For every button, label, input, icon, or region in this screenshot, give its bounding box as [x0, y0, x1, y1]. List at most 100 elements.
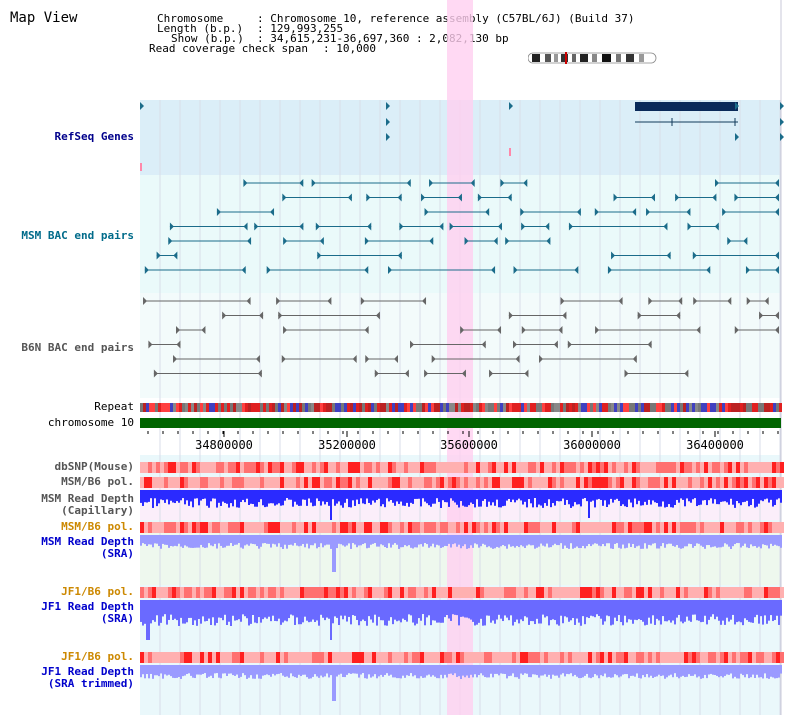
- msm-b6-pol2-strip: [144, 522, 148, 533]
- msm-b6-pol2-strip: [244, 522, 248, 533]
- jf1-b6-pol-strip: [688, 587, 692, 598]
- msm-sra-depth-bar: [256, 535, 258, 547]
- msm-b6-pol-strip: [408, 477, 412, 488]
- jf1-trim-depth-bar: [312, 665, 314, 677]
- chromosome-ideogram[interactable]: [528, 52, 658, 64]
- repeat-segment: [644, 403, 647, 412]
- repeat-segment: [347, 403, 350, 412]
- b6n-bac-end: [512, 340, 517, 349]
- msm-b6-pol2-strip: [768, 522, 772, 533]
- jf1-b6-pol-strip: [372, 587, 376, 598]
- jf1-trim-depth-bar: [494, 665, 496, 674]
- jf1-trim-depth-bar: [240, 665, 242, 677]
- jf1-b6-pol2-strip: [428, 652, 432, 663]
- msm-capillary-depth-bar: [294, 490, 296, 502]
- jf1-trim-depth-bar: [692, 665, 694, 676]
- msm-b6-pol-strip: [500, 477, 504, 488]
- track-label-dbsnp[interactable]: dbSNP(Mouse): [54, 460, 134, 473]
- msm-b6-pol2-strip: [624, 522, 628, 533]
- track-label-msm-b6-pol-2[interactable]: MSM/B6 pol.: [61, 520, 134, 533]
- msm-capillary-depth-bar: [500, 490, 502, 508]
- track-label-msm-b6-pol[interactable]: MSM/B6 pol.: [61, 475, 134, 488]
- msm-b6-pol2-strip: [608, 522, 612, 533]
- dbsnp-strip: [540, 462, 544, 473]
- track-label-msm-depth-sra-1[interactable]: MSM Read Depth: [41, 535, 134, 548]
- msm-sra-depth-bar: [706, 535, 708, 546]
- msm-b6-pol2-strip: [752, 522, 756, 533]
- jf1-trim-depth-bar: [474, 665, 476, 675]
- jf1-trim-depth-bar: [602, 665, 604, 677]
- track-label-jf1-b6-pol[interactable]: JF1/B6 pol.: [61, 585, 134, 598]
- repeat-segment: [692, 403, 695, 412]
- track-label-jf1-depth-sra-1[interactable]: JF1 Read Depth: [41, 600, 134, 613]
- jf1-sra-depth-bar: [374, 600, 376, 615]
- msm-b6-pol2-strip: [360, 522, 364, 533]
- repeat-segment: [389, 403, 392, 412]
- b6n-bac-end: [734, 326, 739, 334]
- jf1-trim-depth-bar: [540, 665, 542, 676]
- track-label-msm-depth-capillary-1[interactable]: MSM Read Depth: [41, 492, 134, 505]
- track-label-jf1-depth-sra-2[interactable]: (SRA): [100, 612, 134, 625]
- b6n-bac-end: [153, 369, 158, 378]
- repeat-segment: [452, 403, 455, 412]
- track-label-chromosome[interactable]: chromosome 10: [47, 416, 134, 429]
- track-label-jf1-b6-pol-2[interactable]: JF1/B6 pol.: [61, 650, 134, 663]
- msm-capillary-depth-bar: [378, 490, 380, 499]
- repeat-segment: [308, 403, 311, 412]
- track-label-refseq[interactable]: RefSeq Genes: [54, 130, 134, 143]
- dbsnp-strip: [620, 462, 624, 473]
- dbsnp-strip: [728, 462, 732, 473]
- jf1-sra-depth-bar: [220, 600, 222, 618]
- jf1-trim-depth-bar: [538, 665, 540, 678]
- b6n-bac-end: [515, 355, 520, 363]
- dbsnp-strip: [300, 462, 304, 473]
- msm-b6-pol2-strip: [356, 522, 360, 533]
- jf1-sra-depth-bar: [532, 600, 534, 622]
- msm-sra-depth-bar: [664, 535, 666, 548]
- track-label-jf1-depth-trim-2[interactable]: (SRA trimmed): [47, 677, 134, 690]
- msm-capillary-depth-bar: [776, 490, 778, 500]
- msm-b6-pol-strip: [376, 477, 380, 488]
- msm-sra-depth-bar: [484, 535, 486, 545]
- msm-b6-pol-strip: [748, 477, 752, 488]
- jf1-sra-depth-bar: [324, 600, 326, 621]
- jf1-sra-depth-bar: [156, 600, 158, 616]
- track-label-msm-depth-capillary-2[interactable]: (Capillary): [61, 504, 134, 517]
- repeat-segment: [248, 403, 251, 412]
- repeat-segment: [140, 403, 143, 412]
- track-label-msm-bac[interactable]: MSM BAC end pairs: [21, 229, 134, 242]
- jf1-trim-depth-bar: [374, 665, 376, 675]
- repeat-segment: [734, 403, 737, 412]
- dbsnp-strip: [492, 462, 496, 473]
- track-label-repeat[interactable]: Repeat: [94, 400, 134, 413]
- msm-capillary-depth-bar: [624, 490, 626, 507]
- jf1-trim-depth-bar: [420, 665, 422, 677]
- jf1-b6-pol2-strip: [780, 652, 784, 663]
- jf1-trim-depth-bar: [218, 665, 220, 678]
- jf1-b6-pol2-strip: [448, 652, 452, 663]
- msm-sra-depth-bar: [544, 535, 546, 547]
- msm-bac-end: [646, 208, 651, 216]
- jf1-sra-depth-bar: [672, 600, 674, 621]
- track-label-msm-depth-sra-2[interactable]: (SRA): [100, 547, 134, 560]
- jf1-sra-depth-bar: [240, 600, 242, 622]
- repeat-segment: [296, 403, 299, 412]
- msm-b6-pol2-strip: [416, 522, 420, 533]
- jf1-trim-depth-bar: [378, 665, 380, 677]
- jf1-sra-depth-bar: [606, 600, 608, 616]
- jf1-sra-depth-bar: [462, 600, 464, 617]
- track-label-b6n-bac[interactable]: B6N BAC end pairs: [21, 341, 134, 354]
- msm-sra-depth-bar: [764, 535, 766, 545]
- jf1-sra-depth-bar: [142, 600, 144, 626]
- dbsnp-strip: [400, 462, 404, 473]
- dbsnp-strip: [248, 462, 252, 473]
- jf1-b6-pol-strip: [236, 587, 240, 598]
- msm-capillary-depth-bar: [412, 490, 414, 504]
- msm-capillary-depth-bar: [242, 490, 244, 500]
- msm-capillary-depth-bar: [474, 490, 476, 508]
- track-label-jf1-depth-trim-1[interactable]: JF1 Read Depth: [41, 665, 134, 678]
- msm-capillary-depth-bar: [400, 490, 402, 502]
- jf1-trim-depth-bar: [334, 665, 336, 701]
